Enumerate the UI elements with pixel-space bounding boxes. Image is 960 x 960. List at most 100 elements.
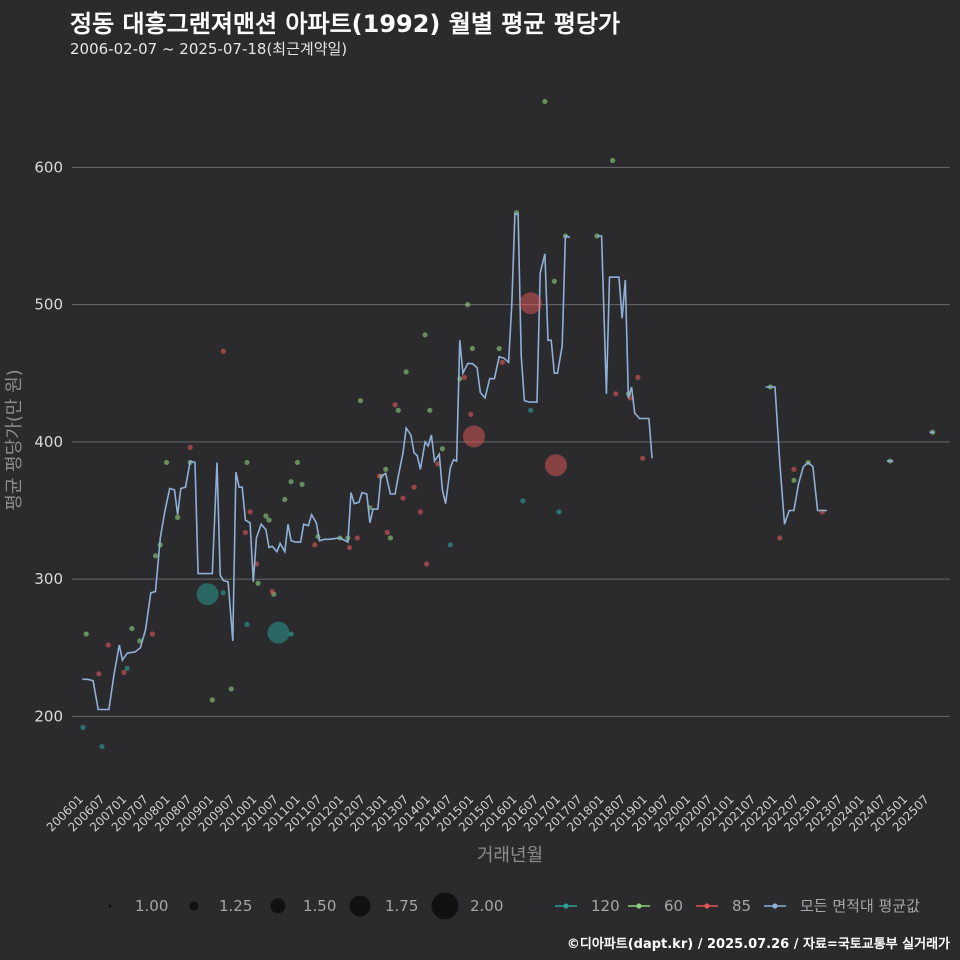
points_85-point-12 [354,535,360,541]
points_60-point-31 [439,446,446,452]
avg_line_3-path [765,386,827,525]
color-legend-dot-3 [772,903,778,909]
y-tick-400: 400 [34,433,63,451]
points_85-point-3 [149,631,155,637]
size-legend-label-4: 2.00 [470,897,503,915]
y-tick-500: 500 [34,296,63,314]
points_60-point-37 [542,98,548,105]
size-legend-dot-2 [270,898,286,914]
points_60-point-9 [228,686,234,692]
points_85-point-2 [121,669,127,676]
color-legend-label-3: 모든 면적대 평균값 [800,897,920,915]
x-axis-title: 거래년월 [477,845,543,866]
points_120-point-8 [528,407,534,413]
y-tick-300: 300 [34,570,63,588]
size-legend-label-3: 1.75 [385,897,418,915]
points_60-point-15 [282,496,288,503]
data-bubbles [196,292,567,644]
bubble-1 [267,621,290,644]
points_85-point-10 [312,542,318,548]
points_60-point-27 [395,407,401,413]
points_60-point-5 [163,459,170,466]
color-legend-label-1: 60 [664,897,683,915]
points_120-point-0 [80,724,86,730]
points_60-point-18 [299,481,305,488]
points_85-point-28 [777,535,783,541]
points_85-point-22 [468,411,474,418]
points_60-point-12 [263,513,269,519]
color-legend-dot-0 [563,903,569,909]
points_85-point-16 [400,495,406,501]
size-legend-label-2: 1.50 [303,897,336,915]
points_85-point-18 [417,509,423,515]
y-axis-title: 평균 평당가(만 원) [4,369,25,510]
points_120-point-7 [520,498,526,504]
points_85-point-14 [384,529,390,536]
points_60-point-35 [496,345,502,352]
points_85-point-6 [242,529,248,536]
points_85-point-7 [247,509,253,515]
source-credit: ©디아파트(dapt.kr) / 2025.07.26 / 자료=국토교통부 실… [566,937,950,952]
points_60-point-0 [83,631,89,637]
points_60-point-11 [255,580,261,586]
chart-subtitle: 2006-02-07 ~ 2025-07-18(최근계약일) [70,40,348,58]
points_60-point-2 [137,638,143,644]
points_85-point-4 [187,444,193,450]
points_120-point-1 [99,743,105,750]
points_60-point-10 [244,459,250,466]
points_60-point-33 [465,302,471,308]
bubble-2 [462,425,485,448]
points_85-point-15 [392,402,398,408]
points_60-point-22 [357,398,364,404]
avg_line_2-path [596,235,653,459]
points_60-point-13 [266,517,272,523]
bubble-0 [196,583,219,606]
size-legend-label-0: 1.00 [135,897,168,915]
points_85-point-1 [105,642,111,648]
y-tick-200: 200 [34,707,63,725]
bubble-4 [544,454,567,477]
points_120-point-6 [447,542,453,548]
points_85-point-20 [435,461,441,467]
size-legend: 1.00 1.25 1.50 1.75 2.00 [108,892,503,920]
avg_line-path [82,213,571,711]
grid-lines [72,166,950,717]
points_60-point-26 [387,535,394,541]
points_85-point-21 [461,374,468,380]
size-legend-dot-3 [349,895,371,917]
points_60-point-30 [427,407,433,413]
points_60-point-8 [209,697,215,703]
color-legend-dot-1 [636,903,642,909]
average-line [82,213,935,711]
points_60-point-44 [791,477,797,483]
points_120-point-5 [288,631,294,637]
bubble-3 [519,292,542,315]
points_60-point-41 [610,157,616,164]
y-tick-labels: 200 300 400 500 600 [34,158,63,725]
points_60-point-38 [551,278,557,284]
points_85-point-24 [613,391,619,397]
points_85-point-11 [346,544,353,551]
color-legend-label-2: 85 [732,897,751,915]
points_85-point-5 [220,348,226,354]
points_120-point-2 [124,665,130,671]
points_60-point-29 [422,332,428,338]
points_60-point-6 [175,514,181,520]
data-points [80,98,936,750]
points_60-point-3 [152,553,159,559]
color-legend-label-0: 120 [591,897,620,915]
points_85-point-29 [791,466,797,472]
points_60-point-25 [383,466,389,472]
points_60-point-16 [288,479,294,485]
points_85-point-17 [411,484,417,490]
x-tick-labels: 2006012006072007012007072008012008072009… [44,792,932,834]
points_85-point-19 [424,561,430,567]
size-legend-dot-1 [189,901,199,911]
points_60-point-28 [403,369,409,375]
points_60-point-34 [469,345,475,352]
points_85-point-26 [635,374,641,380]
points_60-point-1 [129,625,135,632]
size-legend-dot-4 [431,892,459,920]
chart-title: 정동 대흥그랜져맨션 아파트(1992) 월별 평균 평당가 [70,10,621,38]
points_120-point-3 [220,590,226,596]
